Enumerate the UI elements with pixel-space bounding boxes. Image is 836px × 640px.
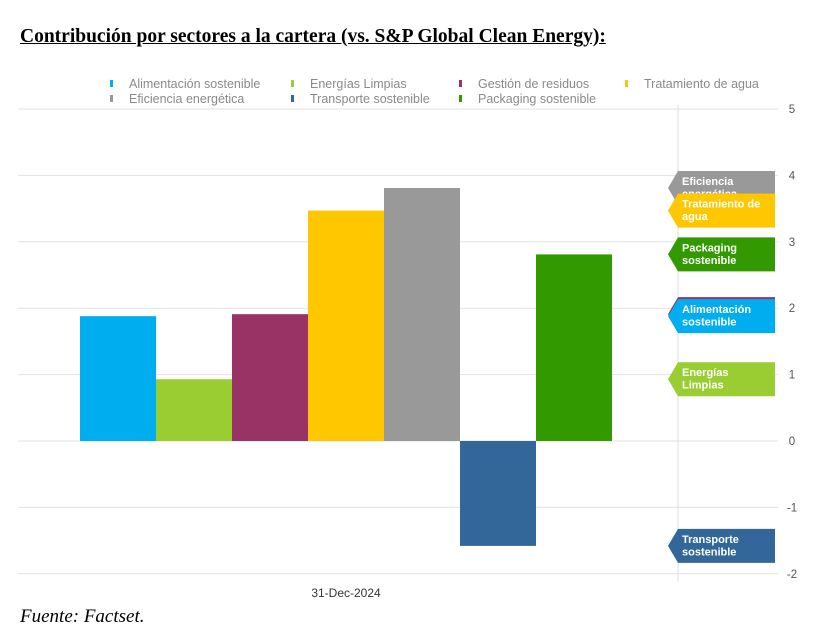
bar-gestion-de-residuos[interactable] (232, 314, 308, 441)
bar-energias-limpias[interactable] (156, 379, 232, 441)
legend-item-transporte-sostenible[interactable]: Transporte sostenible (291, 92, 430, 106)
end-label-text: Limpias (682, 380, 724, 392)
legend-label: Alimentación sostenible (129, 77, 260, 91)
end-label-text: Tratamiento de (682, 199, 760, 211)
legend-label: Gestión de residuos (478, 77, 589, 91)
end-label-text: sostenible (682, 546, 736, 558)
y-tick-label: -1 (787, 502, 797, 514)
legend-item-alimentacion-sostenible[interactable]: Alimentación sostenible (110, 77, 260, 91)
legend-swatch (110, 80, 113, 87)
legend-item-energias-limpias[interactable]: Energías Limpias (291, 77, 407, 91)
end-label-text: Alimentación (682, 304, 751, 316)
legend-label: Energías Limpias (310, 77, 407, 91)
legend-label: Packaging sostenible (478, 92, 596, 106)
end-label-tag-shape (668, 528, 775, 563)
legend-item-eficiencia-energetica[interactable]: Eficiencia energética (110, 92, 244, 106)
legend-swatch (110, 95, 113, 102)
y-tick-label: 2 (789, 303, 795, 315)
end-label-tag-shape (668, 193, 775, 228)
chart-heading: Contribución por sectores a la cartera (… (20, 26, 606, 47)
bar-packaging-sostenible[interactable] (536, 254, 612, 441)
legend-item-gestion-de-residuos[interactable]: Gestión de residuos (459, 77, 589, 91)
legend-swatch (459, 80, 462, 87)
end-label-tags: EficienciaenergéticaTratamiento deaguaPa… (668, 171, 775, 563)
legend-label: Tratamiento de agua (644, 77, 759, 91)
bar-tratamiento-de-agua[interactable] (308, 210, 384, 441)
end-label-tag-shape (668, 237, 775, 272)
y-tick-label: 5 (789, 104, 795, 116)
y-tick-label: 4 (789, 170, 796, 182)
bars (80, 188, 612, 546)
legend-swatch (291, 80, 294, 87)
y-tick-label: 0 (789, 436, 795, 448)
bar-transporte-sostenible[interactable] (460, 441, 536, 546)
end-label-text: Eficiencia (682, 176, 734, 188)
end-label-text: Energías (682, 367, 728, 379)
end-label-tag-shape (668, 362, 775, 397)
y-tick-label: 3 (789, 237, 795, 249)
legend-label: Transporte sostenible (310, 92, 430, 106)
legend-label: Eficiencia energética (129, 92, 244, 106)
end-label-text: Transporte (682, 534, 739, 546)
legend-swatch (459, 95, 462, 102)
bar-chart: Alimentación sostenible Energías Limpias G… (18, 77, 797, 600)
end-label-tag-shape (668, 299, 775, 334)
y-axis: 5 4 3 2 1 0 -1 -2 (787, 104, 797, 581)
legend-swatch (625, 80, 628, 87)
legend-item-packaging-sostenible[interactable]: Packaging sostenible (459, 92, 596, 106)
source-note: Fuente: Factset. (20, 606, 145, 627)
legend-item-tratamiento-de-agua[interactable]: Tratamiento de agua (625, 77, 759, 91)
x-category-label: 31-Dec-2024 (311, 586, 381, 600)
bar-alimentacion-sostenible[interactable] (80, 316, 156, 441)
end-label-text: sostenible (682, 255, 736, 267)
x-axis: 31-Dec-2024 (311, 586, 381, 600)
y-tick-label: -2 (787, 569, 797, 581)
legend: Alimentación sostenible Energías Limpias G… (110, 77, 759, 106)
end-label-text: sostenible (682, 317, 736, 329)
end-label-text: Packaging (682, 242, 737, 254)
y-tick-label: 1 (789, 370, 795, 382)
legend-swatch (291, 95, 294, 102)
bar-eficiencia-energetica[interactable] (384, 188, 460, 441)
end-label-text: agua (682, 211, 709, 223)
